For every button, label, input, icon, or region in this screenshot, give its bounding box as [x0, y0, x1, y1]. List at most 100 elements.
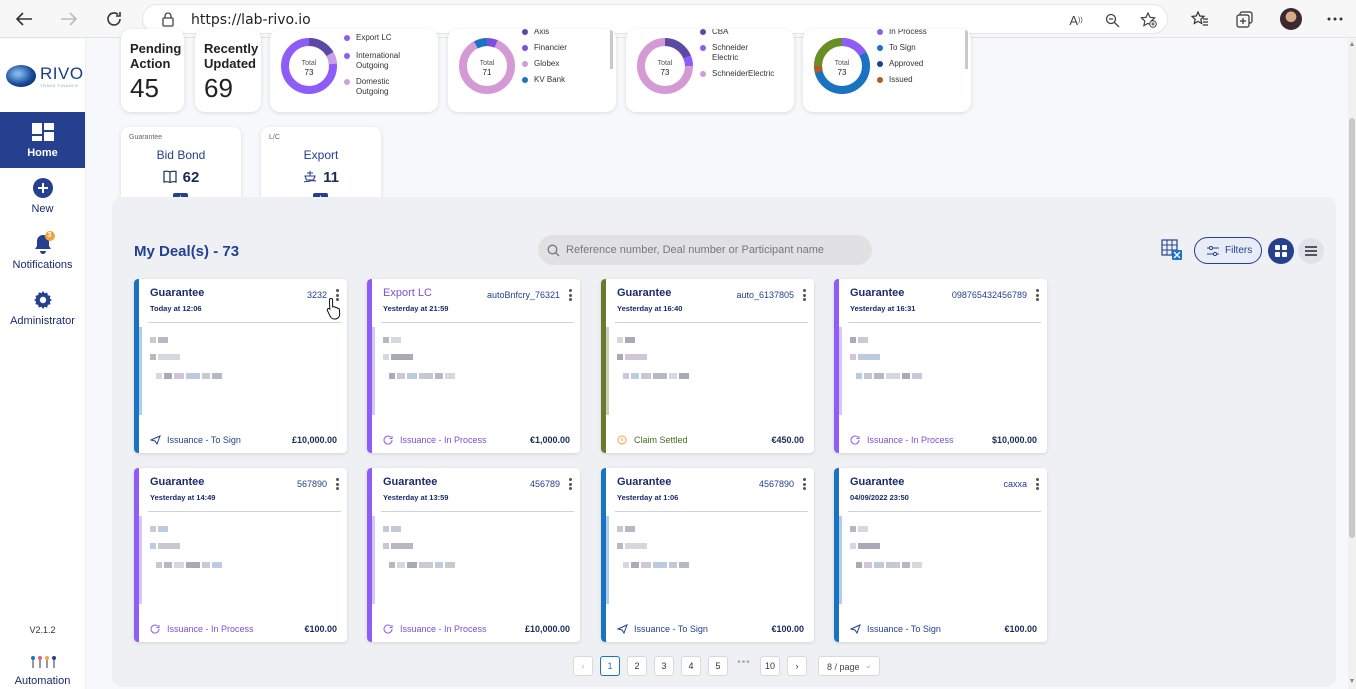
deal-card[interactable]: Export LC autoBnfcry_76321 Yesterday at 21… — [367, 279, 580, 453]
notification-badge: 3 — [44, 231, 55, 241]
page-button[interactable]: 4 — [681, 656, 701, 676]
page-scroll-thumb[interactable] — [1349, 118, 1355, 538]
prev-page-button[interactable]: ‹ — [573, 656, 593, 676]
deal-timestamp: Yesterday at 1:06 — [617, 493, 679, 502]
kebab-menu-icon[interactable] — [803, 289, 806, 301]
deal-card[interactable]: Guarantee 4567890 Yesterday at 1:06 Issuanc… — [601, 468, 814, 642]
redacted-text — [212, 562, 222, 568]
refresh-icon — [150, 624, 167, 634]
legend-scrollbar[interactable] — [965, 29, 968, 69]
sidebar-item-home[interactable]: Home — [0, 112, 85, 168]
page-button[interactable]: 1 — [600, 656, 620, 676]
zoom-icon[interactable] — [1103, 11, 1121, 29]
kebab-menu-icon[interactable] — [1036, 289, 1039, 301]
page-button[interactable]: 10 — [760, 656, 780, 676]
forward-icon[interactable] — [57, 7, 81, 31]
scroll-down-icon[interactable]: ▼ — [1348, 678, 1356, 685]
deal-type: Guarantee — [850, 476, 905, 488]
deal-amount: €100.00 — [1004, 624, 1037, 634]
next-page-button[interactable]: › — [787, 656, 807, 676]
deal-side-accent — [606, 327, 609, 415]
divider — [848, 322, 1041, 323]
page-button[interactable]: 2 — [627, 656, 647, 676]
collections-icon[interactable] — [1235, 9, 1255, 29]
sidebar-item-administrator[interactable]: Administrator — [0, 280, 85, 336]
filters-button[interactable]: Filters — [1194, 237, 1262, 264]
kebab-menu-icon[interactable] — [336, 478, 339, 490]
redacted-text — [212, 373, 222, 379]
deal-amount: £10,000.00 — [291, 435, 337, 445]
legend-entry: CBA — [712, 29, 729, 36]
quick-card-category: L/C — [269, 134, 280, 141]
redacted-text — [383, 337, 389, 343]
grid-icon — [1275, 245, 1287, 257]
deal-card[interactable]: Guarantee 567890 Yesterday at 14:49 Issuanc… — [134, 468, 347, 642]
donut-card-product[interactable]: Total 73 Export LC International Outgoin… — [270, 29, 438, 112]
add-favorite-icon[interactable] — [1139, 11, 1157, 29]
recently-updated-card[interactable]: Recently Updated 69 — [195, 29, 261, 112]
url-text[interactable]: https://lab-rivo.io — [191, 12, 311, 28]
scroll-up-icon[interactable]: ▲ — [1348, 41, 1356, 48]
refresh-icon — [850, 435, 867, 445]
more-options-icon[interactable] — [1325, 9, 1345, 29]
page-button[interactable]: 5 — [708, 656, 728, 676]
donut-card-status[interactable]: Total 73 In Process To Sign Approved Iss… — [803, 29, 971, 112]
kebab-menu-icon[interactable] — [803, 478, 806, 490]
grid-view-toggle[interactable] — [1268, 238, 1294, 264]
donut-card-participant[interactable]: Total 71 Axis Financier Globex KV Bank — [448, 29, 616, 112]
kebab-menu-icon[interactable] — [569, 478, 572, 490]
donut-total-value: 73 — [838, 68, 847, 77]
kebab-menu-icon[interactable] — [336, 289, 339, 301]
kebab-menu-icon[interactable] — [569, 289, 572, 301]
excel-export-icon[interactable] — [1161, 239, 1183, 261]
page-size-select[interactable]: 8 / page ⌄ — [818, 656, 880, 676]
dashboard-icon — [31, 121, 54, 143]
deal-card[interactable]: Guarantee 456789 Yesterday at 13:59 Issuanc… — [367, 468, 580, 642]
refresh-icon[interactable] — [102, 7, 126, 31]
deal-card[interactable]: Guarantee 098765432456789 Yesterday at 16:… — [834, 279, 1047, 453]
deal-timestamp: Yesterday at 16:31 — [850, 304, 916, 313]
plus-circle-icon — [32, 177, 54, 199]
profile-avatar[interactable] — [1280, 8, 1302, 30]
redacted-text — [625, 526, 635, 532]
redacted-text — [874, 562, 884, 568]
back-icon[interactable] — [12, 7, 36, 31]
redacted-text — [202, 562, 210, 568]
deal-card[interactable]: Guarantee auto_6137805 Yesterday at 16:40 C… — [601, 279, 814, 453]
redacted-text — [679, 562, 689, 568]
favorites-icon[interactable] — [1190, 9, 1210, 29]
sidebar-item-automation[interactable]: Automation — [0, 655, 85, 687]
deal-card[interactable]: Guarantee caxxa 04/09/2022 23:50 Issuance -… — [834, 468, 1047, 642]
redacted-text — [419, 562, 433, 568]
stat-label: Pending Action — [130, 41, 182, 71]
redacted-text — [641, 562, 651, 568]
list-view-toggle[interactable] — [1298, 238, 1324, 264]
kebab-menu-icon[interactable] — [1036, 478, 1039, 490]
redacted-text — [631, 562, 639, 568]
donut-total-value: 73 — [661, 68, 670, 77]
redacted-text — [156, 562, 162, 568]
divider — [148, 511, 341, 512]
pending-action-card[interactable]: Pending Action 45 — [121, 29, 184, 112]
quick-card-title: Export — [303, 148, 339, 162]
deal-amount: €100.00 — [771, 624, 804, 634]
redacted-text — [623, 373, 629, 379]
redacted-text — [625, 354, 647, 360]
deal-reference: auto_6137805 — [736, 290, 794, 300]
rivo-logo[interactable]: RIVO TRADE FINANCE — [4, 61, 83, 91]
sidebar-item-notifications[interactable]: 3 Notifications — [12, 231, 73, 271]
sidebar-item-new[interactable]: New — [0, 168, 85, 224]
page-ellipsis[interactable]: ••• — [737, 657, 751, 668]
legend-entry: KV Bank — [534, 75, 566, 84]
deal-search-input[interactable]: Reference number, Deal number or Partici… — [538, 235, 872, 265]
read-aloud-icon[interactable]: A)) — [1069, 12, 1083, 28]
redacted-text — [158, 543, 180, 549]
redacted-text — [912, 373, 922, 379]
legend-scrollbar[interactable] — [610, 29, 613, 69]
quick-card-category: Guarantee — [129, 134, 163, 141]
donut-card-beneficiary[interactable]: Total 73 CBA Schneider Electric Schneide… — [626, 29, 794, 112]
my-deals-panel: My Deal(s) - 73 Reference number, Deal n… — [112, 197, 1336, 687]
deal-card[interactable]: Guarantee 3232 Today at 12:06 Issuance - To… — [134, 279, 347, 453]
redacted-text — [435, 373, 443, 379]
page-button[interactable]: 3 — [654, 656, 674, 676]
